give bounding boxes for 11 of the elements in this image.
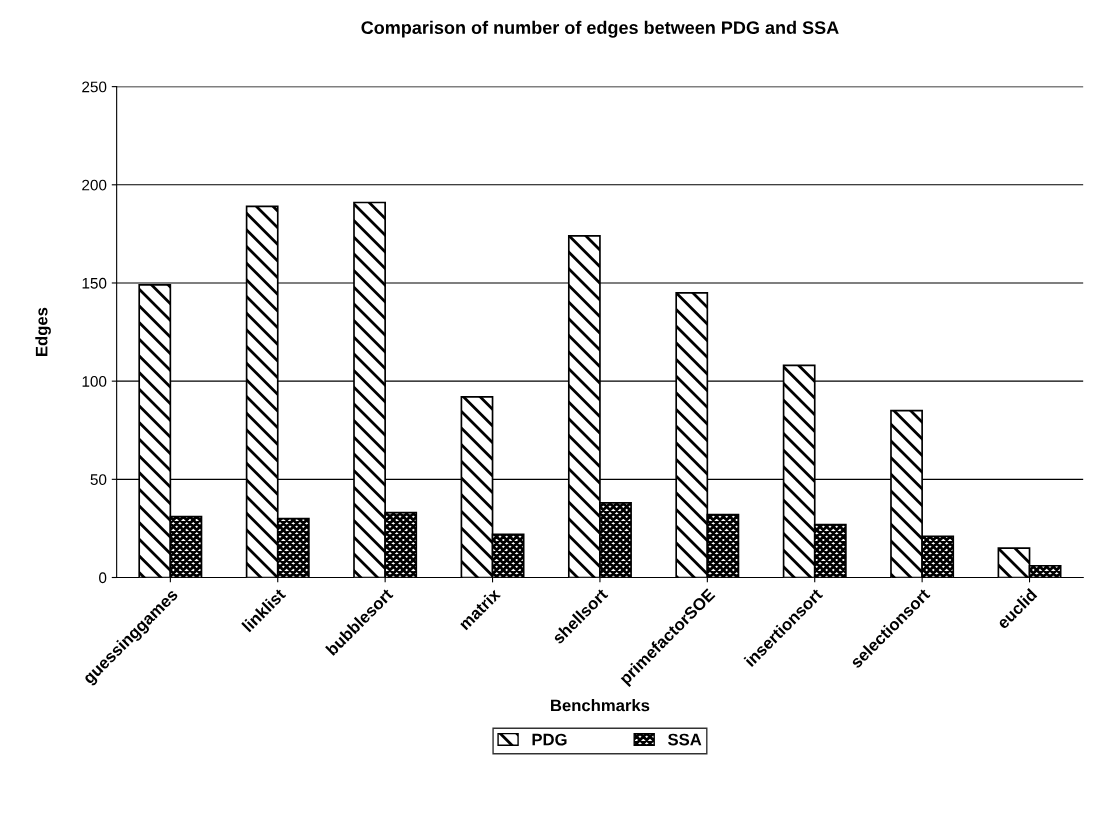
y-tick-label: 50 [90,474,107,486]
x-axis-title: Benchmarks [551,699,650,712]
y-tick-label: 250 [82,81,107,93]
y-tick-label: 200 [82,179,107,191]
y-tick-label: 0 [99,572,107,584]
legend-label: SSA [668,733,702,746]
legend-label: PDG [532,733,567,746]
chart-title: Comparison of number of edges between PDG and SSA [361,20,839,38]
y-tick-label: 100 [82,376,107,387]
y-tick-label: 150 [82,277,107,289]
y-axis-title: Edges [35,307,51,356]
